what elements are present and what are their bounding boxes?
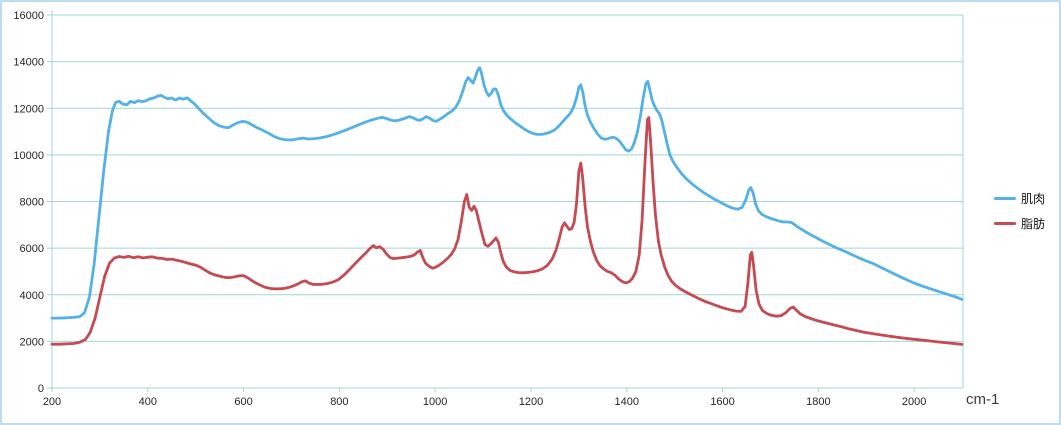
y-tick-label: 12000 [13,103,44,115]
y-tick-label: 0 [38,383,44,395]
fat-legend-label: 脂肪 [1021,216,1046,231]
x-tick-label: 1200 [519,396,543,408]
x-tick-label: 1600 [710,396,734,408]
y-tick-label: 4000 [20,290,44,302]
y-tick-label: 2000 [20,336,44,348]
y-tick-label: 6000 [20,243,44,255]
x-tick-label: 2000 [902,396,926,408]
y-tick-label: 14000 [13,57,44,69]
fat-line-swatch [994,222,1016,225]
y-tick-label: 10000 [13,150,44,162]
series-line-muscle [50,66,964,320]
x-tick-label: 1000 [423,396,447,408]
x-tick-label: 1400 [615,396,639,408]
legend: 肌肉 脂肪 [994,186,1045,236]
legend-item-fat: 脂肪 [994,211,1045,236]
x-tick-label: 1800 [806,396,830,408]
x-tick-label: 200 [43,396,61,408]
y-tick-label: 8000 [20,197,44,209]
series-line-fat [50,116,964,346]
legend-item-muscle: 肌肉 [994,186,1045,211]
x-tick-label: 600 [234,396,252,408]
x-axis-unit-label: cm-1 [966,391,1000,408]
muscle-legend-label: 肌肉 [1021,191,1046,206]
muscle-line-swatch [994,197,1016,200]
y-tick-label: 16000 [13,10,44,22]
x-tick-label: 800 [330,396,348,408]
x-tick-label: 400 [139,396,157,408]
